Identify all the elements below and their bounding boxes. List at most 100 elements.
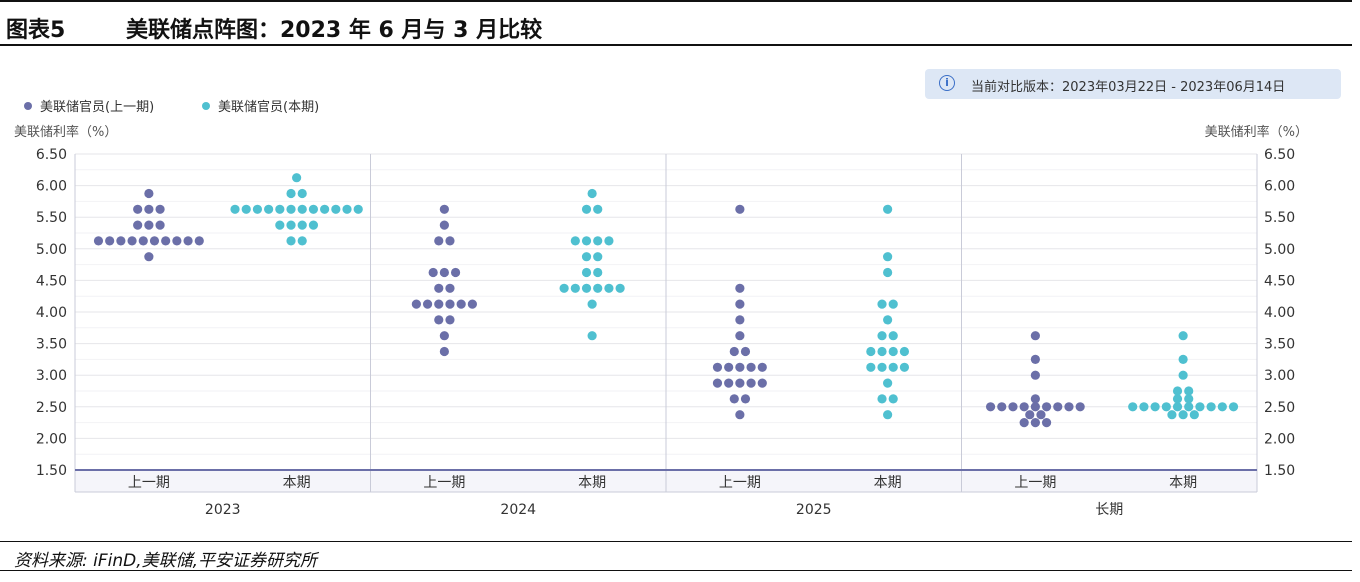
dot-previous [138,236,148,246]
dot-previous [735,283,745,293]
dot-current [297,204,307,214]
version-compare-text: 当前对比版本：2023年03月22日 - 2023年06月14日 [971,80,1286,95]
dot-current [877,362,887,372]
dot-previous [985,402,996,412]
dot-previous [439,267,449,278]
dot-current [286,220,296,230]
dot-previous [144,220,154,230]
dot-previous [1041,402,1052,412]
dot-previous [1030,418,1040,428]
dot-previous [127,236,137,246]
figure-title: 美联储点阵图：2023 年 6 月与 3 月比较 [126,18,543,43]
dot-current [1139,402,1149,412]
y-axis-title-right: 美联储利率（%） [1205,124,1308,140]
info-icon: i [939,75,955,91]
dot-current [888,394,898,404]
dot-previous [1053,402,1063,412]
dot-previous [133,220,143,230]
dot-previous [439,346,449,357]
dot-previous [729,346,739,357]
dot-current [883,252,893,262]
dot-current [581,236,592,246]
dot-current [559,283,569,293]
y-axis-title-left: 美联储利率（%） [14,124,117,140]
dot-previous [735,410,745,420]
dot-current [581,204,592,214]
dot-current [877,331,887,341]
dot-previous [1008,402,1018,412]
dot-previous [724,378,734,388]
x-subgroup-label: 本期 [874,475,902,491]
dot-current [353,204,363,214]
dot-current [275,204,285,214]
dot-previous [172,236,182,246]
version-compare-badge: i 当前对比版本：2023年03月22日 - 2023年06月14日 [925,69,1341,99]
dot-previous [746,362,756,372]
dot-previous [155,204,165,214]
y-tick-label-right: 4.50 [1264,273,1295,289]
source-note: 资料来源: iFinD,美联储,平安证券研究所 [14,551,318,571]
y-tick-label-left: 2.00 [36,431,67,447]
dot-previous [740,394,751,404]
dot-previous [1041,418,1052,428]
y-tick-label-right: 4.00 [1264,305,1295,321]
x-subgroup-label: 本期 [283,475,311,491]
y-tick-label-left: 5.00 [36,242,67,258]
dot-current [264,204,274,214]
dot-current [877,299,887,309]
dot-current [342,204,352,214]
dot-current [1206,402,1216,412]
dot-previous [133,204,143,214]
dot-current [883,378,893,388]
dot-previous [445,315,455,325]
x-group-label: 长期 [1095,502,1123,518]
dot-current [1172,394,1183,404]
dot-previous [724,362,734,372]
dot-current [866,362,876,372]
y-tick-label-right: 2.00 [1264,431,1295,447]
dot-current [593,204,603,214]
dot-previous [1030,354,1040,364]
dot-current [604,283,614,293]
dot-previous [735,362,745,372]
y-tick-label-right: 5.00 [1264,242,1295,258]
dot-previous [729,394,739,404]
figure-number: 图表5 [6,18,66,43]
dot-current [581,283,592,293]
y-tick-label-right: 1.50 [1264,463,1295,479]
dot-previous [1030,370,1040,380]
dot-current [888,346,898,357]
dot-current [888,299,898,309]
dot-previous [735,299,745,309]
dot-previous [735,204,745,214]
dot-previous [445,299,455,309]
dot-current [593,252,603,262]
y-tick-label-left: 6.00 [36,179,67,195]
dot-previous [467,299,477,309]
dot-current [1228,402,1239,412]
dot-current [1195,402,1205,412]
dot-current [286,236,296,246]
dot-current [581,252,592,262]
y-tick-label-right: 3.00 [1264,368,1295,384]
dot-current [1184,402,1194,412]
x-subgroup-label: 上一期 [128,475,170,491]
legend-label-previous: 美联储官员(上一期) [40,99,154,115]
dot-previous [105,236,115,246]
dot-previous [735,378,745,388]
dot-previous [194,236,204,246]
dot-current [899,346,910,357]
dot-current [1184,394,1194,404]
dot-current [604,236,614,246]
dot-current [587,299,597,309]
dot-current [1161,402,1171,412]
dot-current [297,236,307,246]
dot-current [331,204,341,214]
x-group-label: 2023 [205,502,241,518]
dot-current [883,315,893,325]
y-tick-label-left: 3.00 [36,368,67,384]
dot-previous [439,204,449,214]
dot-previous [757,362,767,372]
dot-current [888,362,898,372]
dot-previous [445,283,455,293]
